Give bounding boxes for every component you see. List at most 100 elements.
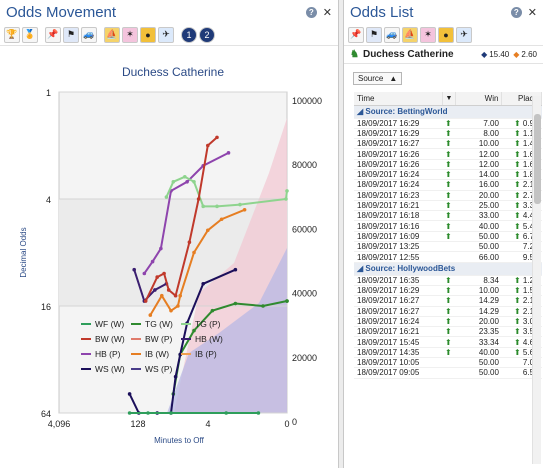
- cell-win: 14.29: [455, 295, 502, 307]
- legend-entry: BW (W): [95, 334, 125, 344]
- lay-price-icon: ◆: [513, 50, 520, 59]
- close-icon[interactable]: ✕: [322, 6, 332, 19]
- help-icon[interactable]: ?: [305, 6, 317, 18]
- cell-place: ⬆ 2.14: [501, 295, 542, 307]
- cell-time: 18/09/2017 16:26: [354, 148, 442, 160]
- car-icon[interactable]: 🚙: [384, 26, 400, 43]
- cell-win: 66.00: [455, 251, 502, 263]
- table-row[interactable]: 18/09/2017 16:29 ⬆ 8.00 ⬆ 1.12: [354, 128, 542, 140]
- series-point: [206, 228, 210, 233]
- col-win[interactable]: Win: [455, 92, 503, 106]
- cell-place: ⬆ 5.40: [501, 220, 542, 232]
- group-label: ◢ Source: BettingWorld: [354, 105, 542, 119]
- one-icon[interactable]: 1: [181, 26, 197, 43]
- help-icon[interactable]: ?: [510, 6, 522, 18]
- group-source-button[interactable]: Source ▲: [353, 71, 403, 85]
- series-point: [169, 308, 173, 313]
- cell-time: 18/09/2017 16:29: [354, 285, 442, 297]
- table-row[interactable]: 18/09/2017 16:16 ⬆ 40.00 ⬆ 5.40: [354, 220, 542, 232]
- horse-icon: ♞: [350, 49, 359, 60]
- series-point: [233, 267, 238, 272]
- cell-place: ⬆ 4.45: [501, 210, 542, 222]
- col-time[interactable]: Time: [354, 92, 443, 106]
- table-row[interactable]: 18/09/2017 16:27 ⬆ 14.29 ⬆ 2.14: [354, 306, 542, 317]
- odds-list-panel: Odds List ? ✕ 📌 ⚑ 🚙 ⛵ ✶ ● ✈ ♞ Duchess Ca…: [343, 0, 543, 468]
- table-row[interactable]: 18/09/2017 16:24 ⬆ 14.00 ⬆ 1.89: [354, 169, 542, 181]
- cell-place: ⬆ 1.12: [501, 128, 542, 140]
- up-arrow-icon: ⬆: [442, 159, 456, 170]
- y2-tick-label: 20000: [292, 353, 317, 363]
- vertical-scrollbar[interactable]: [532, 96, 541, 464]
- series-point: [285, 189, 289, 193]
- close-icon[interactable]: ✕: [527, 6, 537, 19]
- table-row[interactable]: 18/09/2017 16:35 ⬆ 8.34 ⬆ 1.25: [354, 275, 542, 286]
- series-point: [171, 179, 176, 184]
- cell-win: 20.00: [455, 316, 502, 328]
- sail-icon[interactable]: ⛵: [402, 26, 418, 43]
- table-row[interactable]: 18/09/2017 16:18 ⬆ 33.00 ⬆ 4.45: [354, 210, 542, 222]
- trophy-icon[interactable]: 🏆: [4, 26, 20, 43]
- table-row[interactable]: 18/09/2017 14:35 ⬆ 40.00 ⬆ 5.60: [354, 347, 542, 359]
- table-row[interactable]: 18/09/2017 16:24 ⬆ 20.00 ⬆ 3.00: [354, 316, 542, 328]
- series-point: [132, 267, 136, 272]
- table-row[interactable]: 18/09/2017 13:25 50.00 7.25: [354, 241, 542, 253]
- table-row[interactable]: 18/09/2017 16:26 ⬆ 12.00 ⬆ 1.62: [354, 159, 542, 170]
- table-row[interactable]: 18/09/2017 16:21 ⬆ 23.35 ⬆ 3.50: [354, 326, 542, 338]
- car-icon[interactable]: 🚙: [81, 26, 97, 43]
- star-icon[interactable]: ✶: [420, 26, 436, 43]
- series-point: [238, 202, 242, 207]
- cell-time: 18/09/2017 16:21: [354, 200, 442, 212]
- table-group-row[interactable]: ◢ Source: HollywoodBets: [354, 262, 542, 276]
- badge-yellow-icon[interactable]: ●: [438, 26, 454, 43]
- table-row[interactable]: 18/09/2017 16:21 ⬆ 25.00 ⬆ 3.37: [354, 200, 542, 212]
- cell-time: 18/09/2017 16:24: [354, 169, 442, 181]
- odds-movement-titlebar: Odds Movement ? ✕: [0, 0, 338, 24]
- trophy-alt-icon[interactable]: 🏅: [22, 26, 38, 43]
- odds-chart[interactable]: Duchess Catherine 1 4 16 64 100000 80000 60000 4…: [0, 48, 339, 468]
- y-tick-label: 1: [46, 88, 51, 98]
- series-point: [233, 301, 238, 306]
- y2-tick-label: 0: [292, 417, 297, 427]
- table-row[interactable]: 18/09/2017 16:09 ⬆ 50.00 ⬆ 6.75: [354, 231, 542, 243]
- table-row[interactable]: 18/09/2017 12:55 66.00 9.57: [354, 251, 542, 263]
- x-tick-label: 0: [284, 419, 289, 429]
- x-axis-label: Minutes to Off: [154, 436, 204, 445]
- badge-yellow-icon[interactable]: ●: [140, 26, 156, 43]
- table-group-row[interactable]: ◢ Source: BettingWorld: [354, 105, 542, 119]
- flag-blue-icon[interactable]: ⚑: [366, 26, 382, 43]
- star-icon[interactable]: ✶: [122, 26, 138, 43]
- y2-tick-label: 60000: [292, 224, 317, 234]
- table-row[interactable]: 18/09/2017 16:26 ⬆ 12.00 ⬆ 1.68: [354, 148, 542, 160]
- cell-win: 20.00: [455, 190, 502, 201]
- col-filter-icon[interactable]: ▼: [442, 92, 457, 106]
- bird-icon[interactable]: ✈: [456, 26, 472, 43]
- table-row[interactable]: 18/09/2017 15:45 ⬆ 33.34 ⬆ 4.67: [354, 336, 542, 348]
- cell-time: 18/09/2017 15:45: [354, 336, 442, 348]
- cell-win: 16.00: [455, 179, 502, 191]
- series-point: [159, 246, 163, 251]
- panel-splitter[interactable]: [339, 0, 343, 468]
- table-row[interactable]: 18/09/2017 16:27 ⬆ 10.00 ⬆ 1.40: [354, 138, 542, 150]
- flag-blue-icon[interactable]: ⚑: [63, 26, 79, 43]
- two-icon[interactable]: 2: [199, 26, 215, 43]
- bird-icon[interactable]: ✈: [158, 26, 174, 43]
- table-row[interactable]: 18/09/2017 16:29 ⬆ 7.00 ⬆ 0.98: [354, 118, 542, 129]
- table-row[interactable]: 18/09/2017 16:24 ⬆ 16.00 ⬆ 2.16: [354, 179, 542, 191]
- pin-icon[interactable]: 📌: [45, 26, 61, 43]
- pin-icon[interactable]: 📌: [348, 26, 364, 43]
- up-arrow-icon: ⬆: [442, 306, 456, 317]
- sail-icon[interactable]: ⛵: [104, 26, 120, 43]
- scrollbar-thumb[interactable]: [534, 114, 541, 204]
- cell-place: ⬆ 1.62: [501, 159, 542, 170]
- group-source-label: Source: [358, 73, 384, 83]
- table-row[interactable]: 18/09/2017 16:29 ⬆ 10.00 ⬆ 1.50: [354, 285, 542, 297]
- cell-time: 18/09/2017 16:09: [354, 231, 442, 243]
- table-row[interactable]: 18/09/2017 10:05 50.00 7.00: [354, 357, 542, 369]
- cell-time: 18/09/2017 16:16: [354, 220, 442, 232]
- table-row[interactable]: 18/09/2017 16:23 ⬆ 20.00 ⬆ 2.70: [354, 190, 542, 201]
- table-row[interactable]: 18/09/2017 09:05 50.00 6.50: [354, 367, 542, 379]
- odds-list-toolbar: 📌 ⚑ 🚙 ⛵ ✶ ● ✈: [344, 24, 543, 46]
- table-row[interactable]: 18/09/2017 16:27 ⬆ 14.29 ⬆ 2.14: [354, 295, 542, 307]
- volume-area-blue: [167, 248, 287, 413]
- col-place[interactable]: Place: [501, 92, 542, 106]
